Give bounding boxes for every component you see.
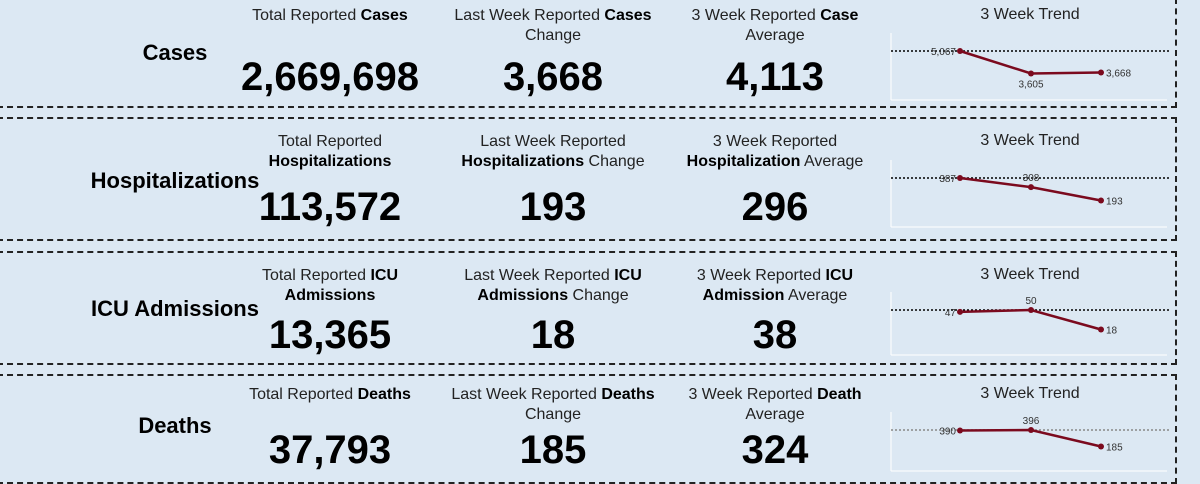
average-value: 4,113 — [726, 55, 824, 99]
total-caption: Total Reported ICU Admissions — [261, 267, 399, 304]
trend-point — [1028, 70, 1034, 77]
average-value: 324 — [741, 428, 809, 472]
trend-chart: 47 50 18 — [890, 292, 1169, 356]
change-caption: Last Week Reported ICU Admissions Change — [464, 267, 642, 304]
row-label: Hospitalizations — [90, 168, 260, 193]
trend-title: 3 Week Trend — [980, 132, 1080, 149]
trend-data-label: 5,067 — [931, 47, 956, 58]
change-caption: Last Week Reported Hospitalizations Chan… — [461, 133, 645, 170]
total-value: 2,669,698 — [241, 55, 419, 99]
average-value: 38 — [752, 313, 798, 357]
trend-data-label: 308 — [1023, 173, 1040, 184]
average-caption: 3 Week Reported Case Average — [691, 7, 859, 44]
trend-data-label: 50 — [1025, 296, 1037, 307]
trend-point — [957, 308, 963, 315]
total-caption: Total Reported Deaths — [249, 386, 411, 403]
trend-point — [957, 48, 963, 54]
trend-chart: 387 308 193 — [890, 160, 1169, 228]
trend-point — [1028, 427, 1034, 433]
average-caption: 3 Week Reported Hospitalization Average — [686, 133, 864, 170]
trend-point — [1098, 443, 1104, 450]
trend-data-label: 18 — [1106, 326, 1118, 337]
total-value: 113,572 — [258, 185, 402, 229]
trend-data-label: 185 — [1106, 443, 1123, 454]
trend-point — [1028, 184, 1034, 191]
trend-title: 3 Week Trend — [980, 385, 1080, 402]
change-value: 185 — [519, 428, 587, 472]
trend-title: 3 Week Trend — [980, 266, 1080, 283]
trend-point — [957, 427, 963, 434]
trend-chart: 5,067 3,605 3,668 — [890, 33, 1169, 101]
panel-1 — [0, 117, 1177, 241]
total-value: 13,365 — [268, 313, 392, 357]
panel-2 — [0, 251, 1177, 365]
trend-data-label: 390 — [939, 426, 956, 437]
total-caption: Total Reported Cases — [252, 7, 408, 24]
trend-point — [1098, 197, 1104, 204]
change-caption: Last Week Reported Deaths Change — [451, 386, 655, 423]
trend-chart: 390 396 185 — [890, 412, 1169, 472]
trend-point — [1028, 307, 1034, 313]
row-label: ICU Admissions — [91, 296, 259, 321]
total-value: 37,793 — [268, 428, 392, 472]
trend-data-label: 387 — [939, 174, 956, 185]
trend-data-label: 3,668 — [1106, 69, 1131, 80]
trend-point — [957, 175, 963, 181]
average-value: 296 — [741, 185, 809, 229]
change-value: 3,668 — [502, 55, 604, 99]
panel-0 — [0, 0, 1177, 108]
trend-data-label: 193 — [1106, 197, 1123, 208]
change-value: 193 — [519, 185, 587, 229]
row-label: Deaths — [138, 413, 212, 438]
row-label: Cases — [142, 40, 208, 65]
average-caption: 3 Week Reported Death Average — [688, 386, 862, 423]
total-caption: Total Reported Hospitalizations — [268, 133, 392, 170]
trend-point — [1098, 326, 1104, 333]
trend-data-label: 3,605 — [1018, 80, 1043, 91]
trend-line — [959, 49, 1102, 75]
trend-title: 3 Week Trend — [980, 6, 1080, 23]
average-caption: 3 Week Reported ICU Admission Average — [696, 267, 854, 304]
trend-data-label: 47 — [945, 308, 957, 319]
change-caption: Last Week Reported Cases Change — [454, 7, 652, 44]
trend-point — [1098, 69, 1104, 76]
trend-data-label: 396 — [1023, 416, 1040, 427]
change-value: 18 — [530, 313, 576, 357]
